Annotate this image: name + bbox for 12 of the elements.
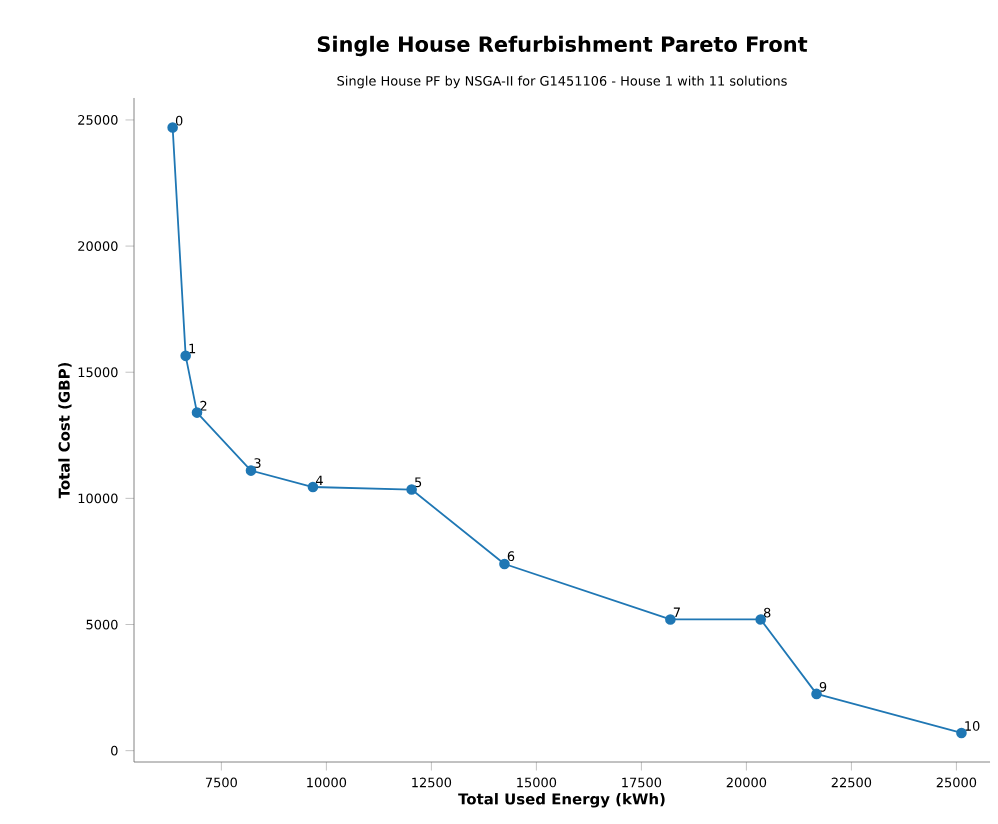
- point: [180, 350, 191, 362]
- point: [665, 614, 676, 625]
- point: [499, 558, 510, 570]
- point: [191, 407, 203, 418]
- point: [245, 465, 257, 476]
- point: [307, 481, 319, 493]
- point: [755, 614, 766, 625]
- point: [956, 727, 967, 739]
- point: [811, 688, 822, 700]
- point: [406, 484, 417, 495]
- point: [167, 122, 178, 133]
- chart-title: Single House Refurbishment Pareto Front: [317, 35, 808, 57]
